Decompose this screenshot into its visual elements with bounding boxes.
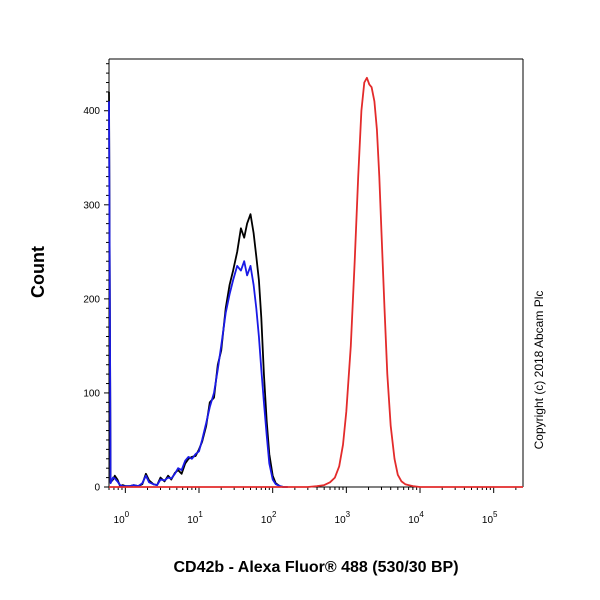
x-tick-label-base: 10 [335,515,347,526]
x-tick-label: 101 [187,510,203,526]
x-tick-label-base: 10 [187,515,199,526]
y-axis-title: Count [28,246,48,298]
y-axis-ticks: 0 100 200 300 400 [83,63,109,494]
x-tick-label-exponent: 5 [493,510,498,519]
x-tick-label: 102 [261,510,277,526]
y-tick-label: 400 [83,106,100,117]
y-tick-label: 0 [94,483,100,494]
x-tick-label-base: 10 [114,515,126,526]
copyright-annotation: Copyright (c) 2018 Abcam Plc [532,291,546,450]
x-tick-label: 105 [482,510,498,526]
x-tick-label-base: 10 [482,515,494,526]
x-axis-title: CD42b - Alexa Fluor® 488 (530/30 BP) [173,559,458,576]
x-tick-label: 104 [408,510,424,526]
y-tick-label: 100 [83,388,100,399]
plot-frame [108,58,524,488]
x-tick-label-exponent: 3 [346,510,351,519]
x-tick-label-base: 10 [261,515,273,526]
histogram-series-2 [109,76,523,488]
x-tick-label: 100 [114,510,130,526]
series-layer [108,76,523,488]
histogram-series-0 [108,91,288,488]
x-tick-label-exponent: 2 [272,510,277,519]
x-tick-label-exponent: 0 [125,510,130,519]
y-tick-label: 300 [83,200,100,211]
x-tick-label-exponent: 4 [419,510,424,519]
y-tick-label: 200 [83,294,100,305]
histogram-series-1 [108,101,288,488]
x-tick-label-base: 10 [408,515,420,526]
x-tick-label-exponent: 1 [198,510,203,519]
x-tick-label: 103 [335,510,351,526]
